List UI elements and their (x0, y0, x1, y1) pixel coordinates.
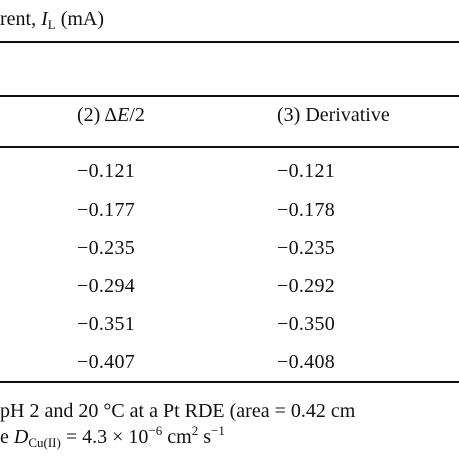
exponent-1: −6 (148, 423, 163, 438)
unit-s: s (198, 426, 211, 448)
table-cell: −0.292 (277, 275, 336, 297)
column-header-derivative: (3) Derivative (277, 104, 390, 126)
table-cell: −0.235 (277, 237, 336, 259)
table-cell: −0.408 (277, 351, 336, 373)
diffusion-subscript: Cu(II) (28, 435, 61, 450)
col2-tail: /2 (129, 104, 145, 126)
col2-number: (2) (77, 104, 105, 126)
current-subscript: L (47, 17, 56, 32)
table-cell: −0.294 (77, 275, 136, 297)
footnote-line-1: pH 2 and 20 °C at a Pt RDE (area = 0.42 … (0, 400, 356, 422)
table-title: rent, IL (mA) (0, 8, 105, 32)
table-cell: −0.121 (277, 160, 336, 182)
table-cell: −0.177 (77, 199, 136, 221)
table-cell: −0.235 (77, 237, 136, 259)
rule-header (0, 146, 459, 148)
current-symbol: I (41, 8, 48, 30)
title-prefix: rent, (0, 8, 42, 30)
rule-mid (0, 95, 459, 97)
table-cell: −0.178 (277, 199, 336, 221)
col2-var: E (117, 104, 130, 126)
exponent-3: −1 (210, 423, 225, 438)
unit-cm: cm (162, 426, 192, 448)
table-cell: −0.350 (277, 313, 336, 335)
col2-delta: Δ (104, 104, 118, 126)
table-cell: −0.351 (77, 313, 136, 335)
diffusion-value: = 4.3 × 10 (60, 426, 149, 448)
table-cell: −0.407 (77, 351, 136, 373)
rule-bottom (0, 381, 459, 383)
footnote-line-2: e DCu(II) = 4.3 × 10−6 cm2 s−1 (0, 423, 225, 450)
rule-top (0, 41, 459, 43)
footnote-prefix: e (0, 426, 14, 448)
diffusion-symbol: D (13, 426, 29, 448)
exponent-2: 2 (191, 423, 199, 438)
column-header-delta-e: (2) ΔE/2 (77, 104, 145, 127)
title-unit: (mA) (55, 8, 105, 30)
table-cell: −0.121 (77, 160, 136, 182)
